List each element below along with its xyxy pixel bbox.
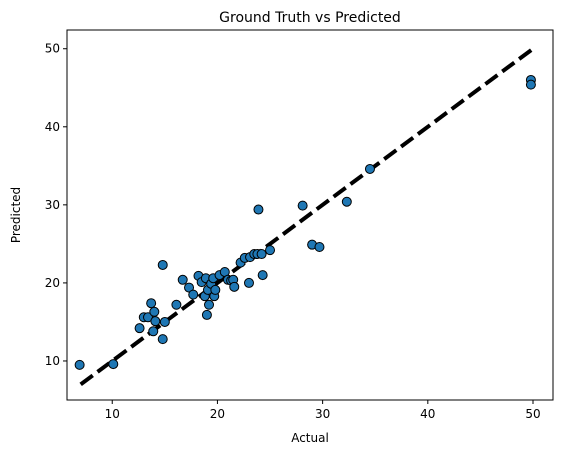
point	[157, 259, 168, 270]
x-axis-label: Actual	[291, 431, 329, 445]
point	[314, 242, 325, 253]
x-tick-label: 40	[420, 407, 435, 421]
point	[108, 359, 119, 370]
point	[157, 334, 168, 345]
x-tick-label: 10	[105, 407, 120, 421]
y-tick-label: 40	[45, 120, 60, 134]
point	[253, 204, 264, 215]
chart-title: Ground Truth vs Predicted	[219, 10, 401, 26]
point	[243, 277, 254, 288]
point	[297, 200, 308, 211]
point	[188, 289, 199, 300]
x-tick-label: 20	[210, 407, 225, 421]
point	[150, 316, 161, 327]
point	[148, 326, 159, 337]
point	[364, 163, 375, 174]
x-tick-label: 50	[525, 407, 540, 421]
point	[146, 298, 157, 309]
y-tick-label: 10	[45, 354, 60, 368]
point	[265, 245, 276, 256]
point	[74, 359, 85, 370]
point	[177, 274, 188, 285]
point	[341, 196, 352, 207]
point	[149, 306, 160, 317]
point	[134, 323, 145, 334]
y-axis-label: Predicted	[9, 187, 23, 243]
point	[229, 281, 240, 292]
point	[204, 299, 215, 310]
x-tick-label: 30	[315, 407, 330, 421]
point	[256, 249, 267, 260]
point	[257, 270, 268, 281]
reference-line	[79, 47, 535, 386]
point	[171, 299, 182, 310]
point	[525, 79, 536, 90]
point	[210, 284, 221, 295]
y-tick-label: 30	[45, 198, 60, 212]
point	[201, 309, 212, 320]
y-tick-label: 50	[45, 42, 60, 56]
point	[159, 316, 170, 327]
plot-frame	[66, 29, 554, 401]
y-tick-label: 20	[45, 276, 60, 290]
